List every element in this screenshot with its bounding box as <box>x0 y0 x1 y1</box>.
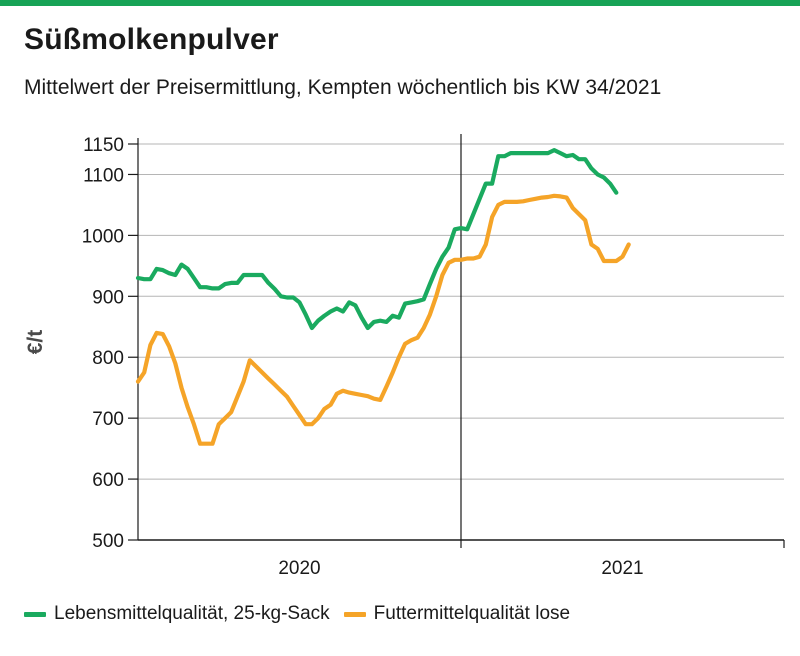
legend-swatch-green <box>24 611 46 617</box>
legend: Lebensmittelqualität, 25-kg-Sack Futterm… <box>24 600 584 628</box>
chart-subtitle: Mittelwert der Preisermittlung, Kempten … <box>24 76 662 99</box>
legend-item-futtermittel: Futtermittelqualität lose <box>343 603 571 625</box>
y-tick-label-1150: 1150 <box>83 135 124 156</box>
series-line-lebensmittel <box>135 148 619 331</box>
legend-label-futtermittel: Futtermittelqualität lose <box>373 603 571 624</box>
legend-label-lebensmittel: Lebensmittelqualität, 25-kg-Sack <box>54 603 330 624</box>
x-label-2020: 2020 <box>278 558 320 579</box>
y-tick-label-500: 500 <box>92 531 124 552</box>
y-tick-label-1100: 1100 <box>83 165 124 186</box>
y-axis-label: €/t <box>24 330 47 355</box>
series-line-futtermittel <box>135 193 631 446</box>
legend-item-lebensmittel: Lebensmittelqualität, 25-kg-Sack <box>24 603 330 625</box>
y-tick-label-900: 900 <box>92 287 124 308</box>
legend-swatch-orange <box>343 611 366 617</box>
y-tick-label-800: 800 <box>92 348 124 369</box>
x-label-2021: 2021 <box>601 558 643 579</box>
y-tick-label-600: 600 <box>92 470 124 491</box>
y-tick-label-700: 700 <box>92 409 124 430</box>
chart-title: Süßmolkenpulver <box>24 23 279 56</box>
line-chart: 500 600 700 800 900 1000 1100 1150 2020 2021 €/t <box>24 134 785 579</box>
top-accent-bar <box>0 0 800 6</box>
y-tick-label-1000: 1000 <box>82 226 124 247</box>
